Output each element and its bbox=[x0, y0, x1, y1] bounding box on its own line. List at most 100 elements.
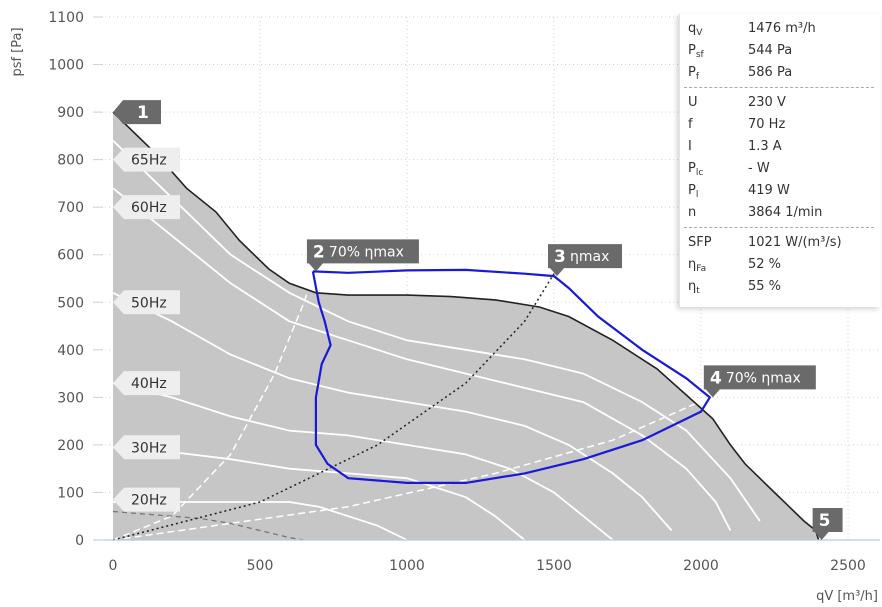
low-limit-curve bbox=[112, 510, 305, 541]
info-separator bbox=[684, 87, 874, 88]
info-row: SFP 1021 W/(m³/s) bbox=[688, 232, 878, 254]
info-row-subscript: Fa bbox=[696, 264, 707, 274]
info-row-value: 70 Hz bbox=[748, 117, 786, 132]
info-row: Pf 586 Pa bbox=[688, 62, 878, 84]
info-row-symbol: Pl bbox=[688, 183, 699, 200]
max-curve bbox=[112, 111, 820, 541]
frequency-tag-bg bbox=[113, 147, 180, 172]
frequency-tag-bg bbox=[113, 435, 180, 460]
info-row-symbol: n bbox=[688, 205, 697, 220]
marker-3-label: ηmax bbox=[570, 249, 609, 265]
info-row-value: 586 Pa bbox=[748, 65, 793, 80]
marker-4-number: 4 bbox=[710, 368, 722, 388]
info-row: qV 1476 m³/h bbox=[688, 18, 878, 40]
marker-3-bg bbox=[548, 244, 622, 277]
info-row-value: 1.3 A bbox=[748, 139, 782, 154]
marker-2-bg bbox=[306, 239, 419, 272]
info-row-symbol: Plc bbox=[688, 161, 704, 178]
marker-1-number: 1 bbox=[137, 103, 149, 123]
marker-4-bg bbox=[703, 365, 816, 398]
info-row-value: 1476 m³/h bbox=[748, 21, 816, 36]
info-row: f 70 Hz bbox=[688, 114, 878, 136]
info-row-subscript: sf bbox=[695, 50, 704, 60]
y-tick-label: 500 bbox=[57, 295, 84, 311]
frequency-tag-bg bbox=[113, 371, 180, 396]
info-row: n 3864 1/min bbox=[688, 202, 878, 224]
info-row-value: 3864 1/min bbox=[748, 205, 823, 220]
x-tick-label: 1000 bbox=[389, 558, 425, 574]
marker-5-number: 5 bbox=[819, 511, 831, 531]
info-row-value: 544 Pa bbox=[748, 43, 793, 58]
operating-area bbox=[113, 112, 819, 540]
y-tick-label: 100 bbox=[57, 485, 84, 501]
info-row: Psf 544 Pa bbox=[688, 40, 878, 62]
frequency-tag-bg bbox=[113, 290, 180, 315]
x-axis-label: qV [m³/h] bbox=[816, 589, 878, 604]
frequency-curve-20Hz bbox=[113, 501, 408, 541]
info-row-symbol: ηFa bbox=[688, 257, 707, 274]
x-tick-label: 500 bbox=[247, 558, 274, 574]
info-row-symbol: Pf bbox=[688, 65, 700, 82]
operating-point-panel: qV 1476 m³/h Psf 544 Pa Pf 586 Pa U 230 V f 70 Hz… bbox=[679, 14, 880, 307]
frequency-curve-30Hz bbox=[112, 446, 526, 541]
y-tick-label: 1000 bbox=[48, 58, 84, 74]
x-tick-label: 2000 bbox=[683, 558, 719, 574]
efficiency-70-left-line bbox=[112, 273, 314, 541]
y-tick-label: 0 bbox=[75, 533, 84, 549]
info-row-value: - W bbox=[748, 161, 770, 176]
operating-region-outline bbox=[311, 268, 712, 484]
y-tick-label: 900 bbox=[57, 105, 84, 121]
info-row-value: 230 V bbox=[748, 95, 786, 110]
info-row: U 230 V bbox=[688, 92, 878, 114]
frequency-tag-label: 30Hz bbox=[131, 440, 167, 456]
operating-area-fill bbox=[113, 112, 819, 540]
info-row-symbol: qV bbox=[688, 21, 703, 38]
frequency-tags: 65Hz 60Hz 50Hz 40Hz 30Hz 20Hz bbox=[113, 147, 180, 512]
info-row: ηFa 52 % bbox=[688, 254, 878, 276]
frequency-curve-50Hz bbox=[112, 291, 673, 532]
efficiency-70-right-line bbox=[112, 396, 711, 541]
marker-4-label: 70% ηmax bbox=[726, 370, 801, 386]
info-row: Plc - W bbox=[688, 158, 878, 180]
x-tick-label: 2500 bbox=[830, 558, 866, 574]
marker-2-label: 70% ηmax bbox=[329, 244, 404, 260]
y-axis-label: psf [Pa] bbox=[10, 27, 25, 76]
x-tick-label: 1500 bbox=[536, 558, 572, 574]
frequency-curve-40Hz bbox=[112, 382, 614, 541]
frequency-tag-bg bbox=[113, 487, 180, 512]
frequency-tag-label: 50Hz bbox=[131, 295, 167, 311]
frequency-tag-bg bbox=[113, 195, 180, 220]
y-tick-label: 600 bbox=[57, 248, 84, 264]
x-tick-label: 0 bbox=[109, 558, 118, 574]
info-row: ηt 55 % bbox=[688, 276, 878, 298]
frequency-curve-65Hz bbox=[112, 139, 761, 522]
info-row-subscript: l bbox=[695, 190, 699, 200]
frequency-tag-label: 20Hz bbox=[131, 493, 167, 509]
info-row-symbol: ηt bbox=[688, 279, 700, 296]
frequency-tag-label: 65Hz bbox=[131, 153, 167, 169]
info-row-value: 1021 W/(m³/s) bbox=[748, 235, 842, 250]
info-row-symbol: SFP bbox=[688, 235, 712, 250]
info-row-symbol: Psf bbox=[688, 43, 704, 60]
y-tick-label: 1100 bbox=[48, 10, 84, 26]
frequency-curve-60Hz bbox=[112, 187, 732, 531]
info-row-symbol: f bbox=[688, 117, 693, 132]
info-row-symbol: I bbox=[688, 139, 692, 154]
marker-5-bg bbox=[812, 508, 843, 540]
info-separator bbox=[684, 227, 874, 228]
info-row: I 1.3 A bbox=[688, 136, 878, 158]
info-row-subscript: V bbox=[696, 28, 703, 38]
y-tick-label: 700 bbox=[57, 200, 84, 216]
y-tick-label: 200 bbox=[57, 438, 84, 454]
info-row-value: 55 % bbox=[748, 279, 782, 294]
info-row: Pl 419 W bbox=[688, 180, 878, 202]
frequency-tag-label: 40Hz bbox=[131, 376, 167, 392]
marker-1-bg bbox=[113, 100, 161, 125]
info-row-subscript: lc bbox=[695, 168, 704, 178]
y-tick-label: 800 bbox=[57, 153, 84, 169]
efficiency-max-line bbox=[112, 273, 555, 541]
info-row-symbol: U bbox=[688, 95, 698, 110]
